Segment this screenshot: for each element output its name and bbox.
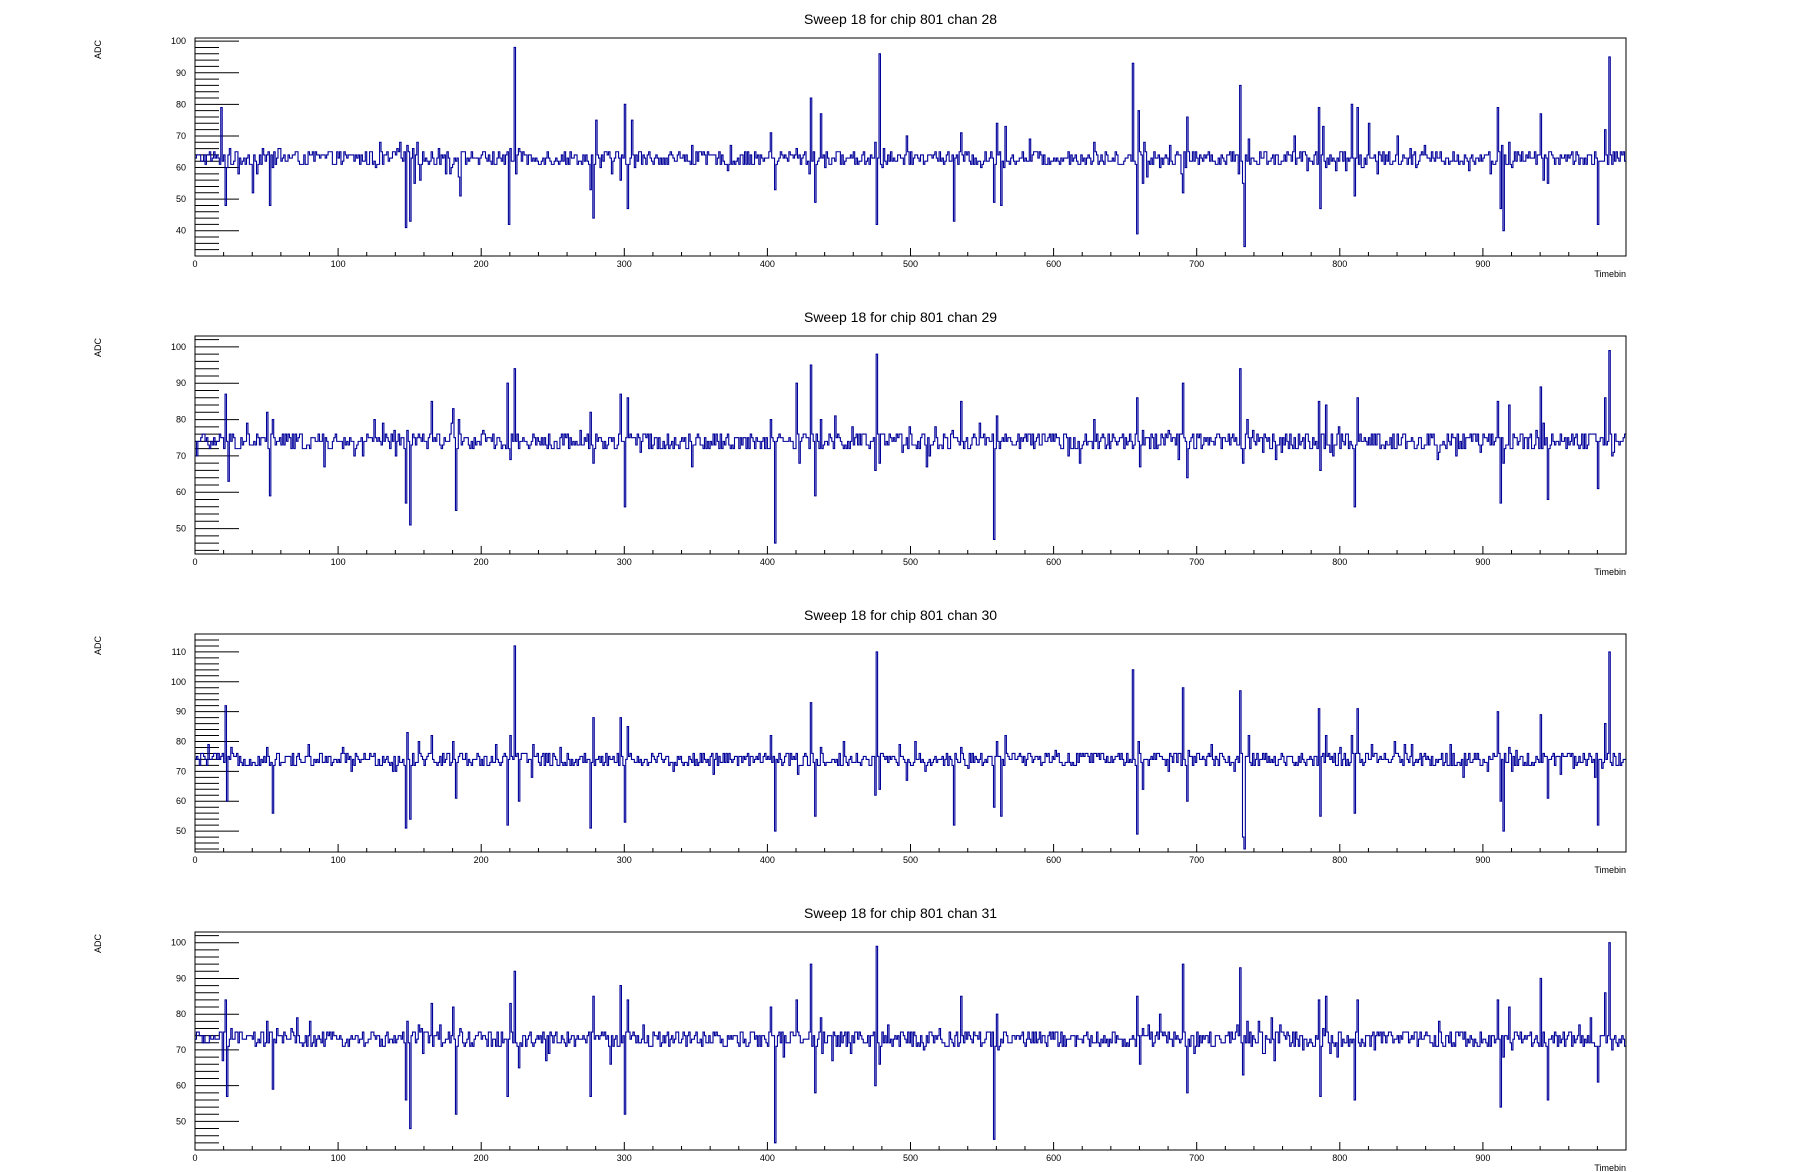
y-tick-label: 100	[171, 36, 186, 46]
y-tick-label: 100	[171, 938, 186, 948]
y-tick-label: 110	[172, 647, 186, 657]
chart-title: Sweep 18 for chip 801 chan 29	[804, 309, 997, 325]
y-tick-label: 70	[176, 1045, 186, 1055]
y-tick-label: 100	[171, 677, 186, 687]
x-tick-label: 600	[1046, 1153, 1061, 1163]
x-tick-label: 800	[1332, 855, 1347, 865]
chart-panel-3: Sweep 18 for chip 801 chan 31 ADC Timebin 5…	[93, 905, 1627, 1172]
x-tick-label: 900	[1475, 557, 1490, 567]
x-tick-label: 0	[192, 1153, 197, 1163]
x-tick-label: 300	[617, 259, 632, 269]
x-tick-label: 100	[331, 1153, 346, 1163]
x-axis-label: Timebin	[1594, 865, 1626, 875]
x-tick-label: 900	[1475, 259, 1490, 269]
x-tick-label: 800	[1332, 557, 1347, 567]
plot-frame	[194, 335, 1627, 555]
y-axis-label: ADC	[93, 934, 103, 954]
x-axis-label: Timebin	[1594, 567, 1626, 577]
y-axis-label: ADC	[93, 338, 103, 358]
x-tick-label: 700	[1189, 855, 1204, 865]
x-tick-label: 0	[192, 855, 197, 865]
x-tick-label: 300	[617, 855, 632, 865]
y-tick-label: 90	[176, 707, 186, 717]
plot-frame	[194, 37, 1627, 257]
plot-frame	[194, 633, 1627, 853]
x-tick-label: 800	[1332, 1153, 1347, 1163]
x-tick-label: 500	[903, 855, 918, 865]
chart-title: Sweep 18 for chip 801 chan 31	[804, 905, 997, 921]
x-tick-label: 0	[192, 259, 197, 269]
y-tick-label: 60	[176, 163, 186, 173]
y-tick-label: 50	[176, 524, 186, 534]
x-tick-label: 100	[331, 557, 346, 567]
adc-trace	[195, 349, 1626, 544]
x-tick-label: 100	[331, 855, 346, 865]
chart-title: Sweep 18 for chip 801 chan 30	[804, 607, 997, 623]
y-tick-label: 90	[176, 68, 186, 78]
adc-trace	[195, 942, 1626, 1144]
y-axis-label: ADC	[93, 40, 103, 60]
y-tick-label: 70	[176, 766, 186, 776]
chart-panel-1: Sweep 18 for chip 801 chan 29 ADC Timebin 5…	[93, 309, 1627, 577]
y-tick-label: 50	[176, 826, 186, 836]
x-tick-label: 400	[760, 557, 775, 567]
x-tick-label: 900	[1475, 1153, 1490, 1163]
y-tick-label: 60	[176, 487, 186, 497]
y-tick-label: 70	[176, 131, 186, 141]
x-tick-label: 300	[617, 557, 632, 567]
x-tick-label: 200	[474, 1153, 489, 1163]
x-tick-label: 700	[1189, 1153, 1204, 1163]
x-tick-label: 600	[1046, 855, 1061, 865]
chart-title: Sweep 18 for chip 801 chan 28	[804, 11, 997, 27]
y-tick-label: 100	[171, 342, 186, 352]
x-tick-label: 300	[617, 1153, 632, 1163]
y-tick-label: 60	[176, 796, 186, 806]
adc-trace	[195, 645, 1626, 850]
x-tick-label: 900	[1475, 855, 1490, 865]
x-tick-label: 400	[760, 259, 775, 269]
x-tick-label: 200	[474, 557, 489, 567]
y-tick-label: 80	[176, 99, 186, 109]
x-tick-label: 500	[903, 1153, 918, 1163]
x-axis-label: Timebin	[1594, 269, 1626, 279]
x-tick-label: 400	[760, 1153, 775, 1163]
x-tick-label: 800	[1332, 259, 1347, 269]
x-tick-label: 600	[1046, 557, 1061, 567]
y-axis-label: ADC	[93, 636, 103, 656]
x-tick-label: 200	[474, 855, 489, 865]
x-tick-label: 0	[192, 557, 197, 567]
y-tick-label: 60	[176, 1081, 186, 1091]
y-tick-label: 90	[176, 378, 186, 388]
x-tick-label: 700	[1189, 557, 1204, 567]
x-tick-label: 700	[1189, 259, 1204, 269]
x-tick-label: 100	[331, 259, 346, 269]
y-tick-label: 80	[176, 737, 186, 747]
y-tick-label: 70	[176, 451, 186, 461]
x-tick-label: 200	[474, 259, 489, 269]
y-tick-label: 80	[176, 1009, 186, 1019]
plot-frame	[194, 931, 1627, 1151]
y-tick-label: 50	[176, 194, 186, 204]
adc-trace	[195, 46, 1626, 248]
y-tick-label: 90	[176, 973, 186, 983]
x-axis-label: Timebin	[1594, 1163, 1626, 1172]
x-tick-label: 400	[760, 855, 775, 865]
x-tick-label: 500	[903, 557, 918, 567]
chart-panel-2: Sweep 18 for chip 801 chan 30 ADC Timebin 5…	[93, 607, 1627, 875]
y-tick-label: 80	[176, 415, 186, 425]
x-tick-label: 500	[903, 259, 918, 269]
y-tick-label: 50	[176, 1116, 186, 1126]
chart-panel-0: Sweep 18 for chip 801 chan 28 ADC Timebin 4…	[93, 11, 1627, 279]
y-tick-label: 40	[176, 226, 186, 236]
x-tick-label: 600	[1046, 259, 1061, 269]
